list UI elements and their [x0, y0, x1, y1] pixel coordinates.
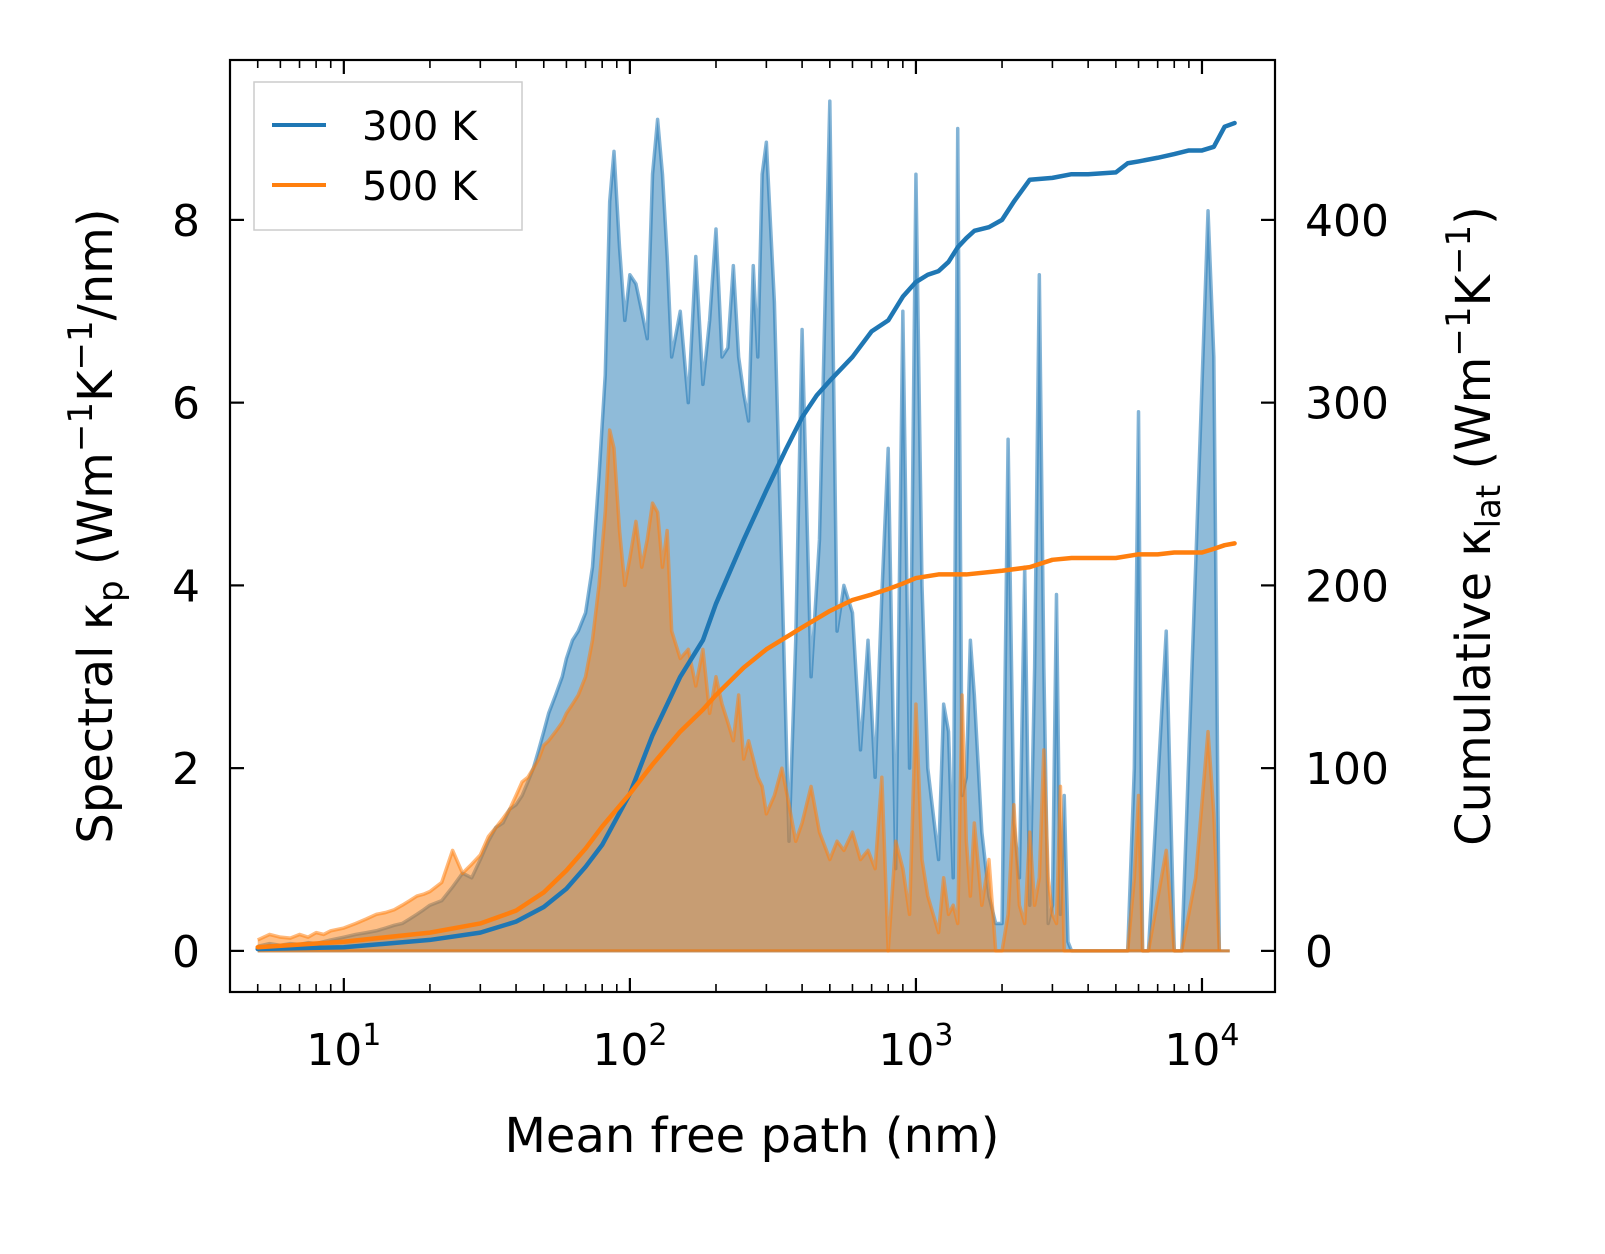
- cumulative-line-1: [255, 541, 1237, 950]
- x-axis-label: Mean free path (nm): [505, 1108, 1000, 1164]
- y-left-tick-label-0: 0: [172, 927, 200, 978]
- legend-box: [253, 81, 523, 231]
- y-axis-right-label: Cumulative κlat (Wm−1K−1): [1439, 206, 1509, 846]
- y-axis-left-label: Spectral κp (Wm−1K−1/nm): [61, 208, 131, 843]
- spectral-area-0: [257, 101, 1220, 951]
- y-right-tick-label-4: 400: [1305, 196, 1389, 247]
- y-right-tick-label-1: 100: [1305, 744, 1389, 795]
- y-left-tick-label-1: 2: [172, 744, 200, 795]
- x-tick-label-1: 102: [592, 1018, 667, 1076]
- y-right-tick-label-0: 0: [1305, 927, 1333, 978]
- x-tick-label-3: 104: [1164, 1018, 1239, 1076]
- plot-frame: [228, 58, 1277, 994]
- legend-label-500k: 500 K: [362, 164, 479, 210]
- spectral-line-1: [256, 428, 1222, 953]
- y-right-tick-label-2: 200: [1305, 561, 1389, 612]
- legend: 300 K 500 K: [253, 81, 523, 231]
- y-left-tick-label-3: 6: [172, 379, 200, 430]
- x-tick-label-2: 103: [878, 1018, 953, 1076]
- x-tick-label-0: 101: [306, 1018, 381, 1076]
- ticks-layer: 101 102 103 104 0 2 4 6 8 0 100 200 300 400: [172, 60, 1389, 1076]
- y-left-tick-label-4: 8: [172, 196, 200, 247]
- y-right-tick-label-3: 300: [1305, 379, 1389, 430]
- cumulative-line-0: [255, 120, 1237, 952]
- spectral-area-1: [257, 430, 1220, 951]
- plot-layer: [255, 99, 1237, 953]
- y-left-tick-label-2: 4: [172, 561, 200, 612]
- legend-label-300k: 300 K: [362, 104, 479, 150]
